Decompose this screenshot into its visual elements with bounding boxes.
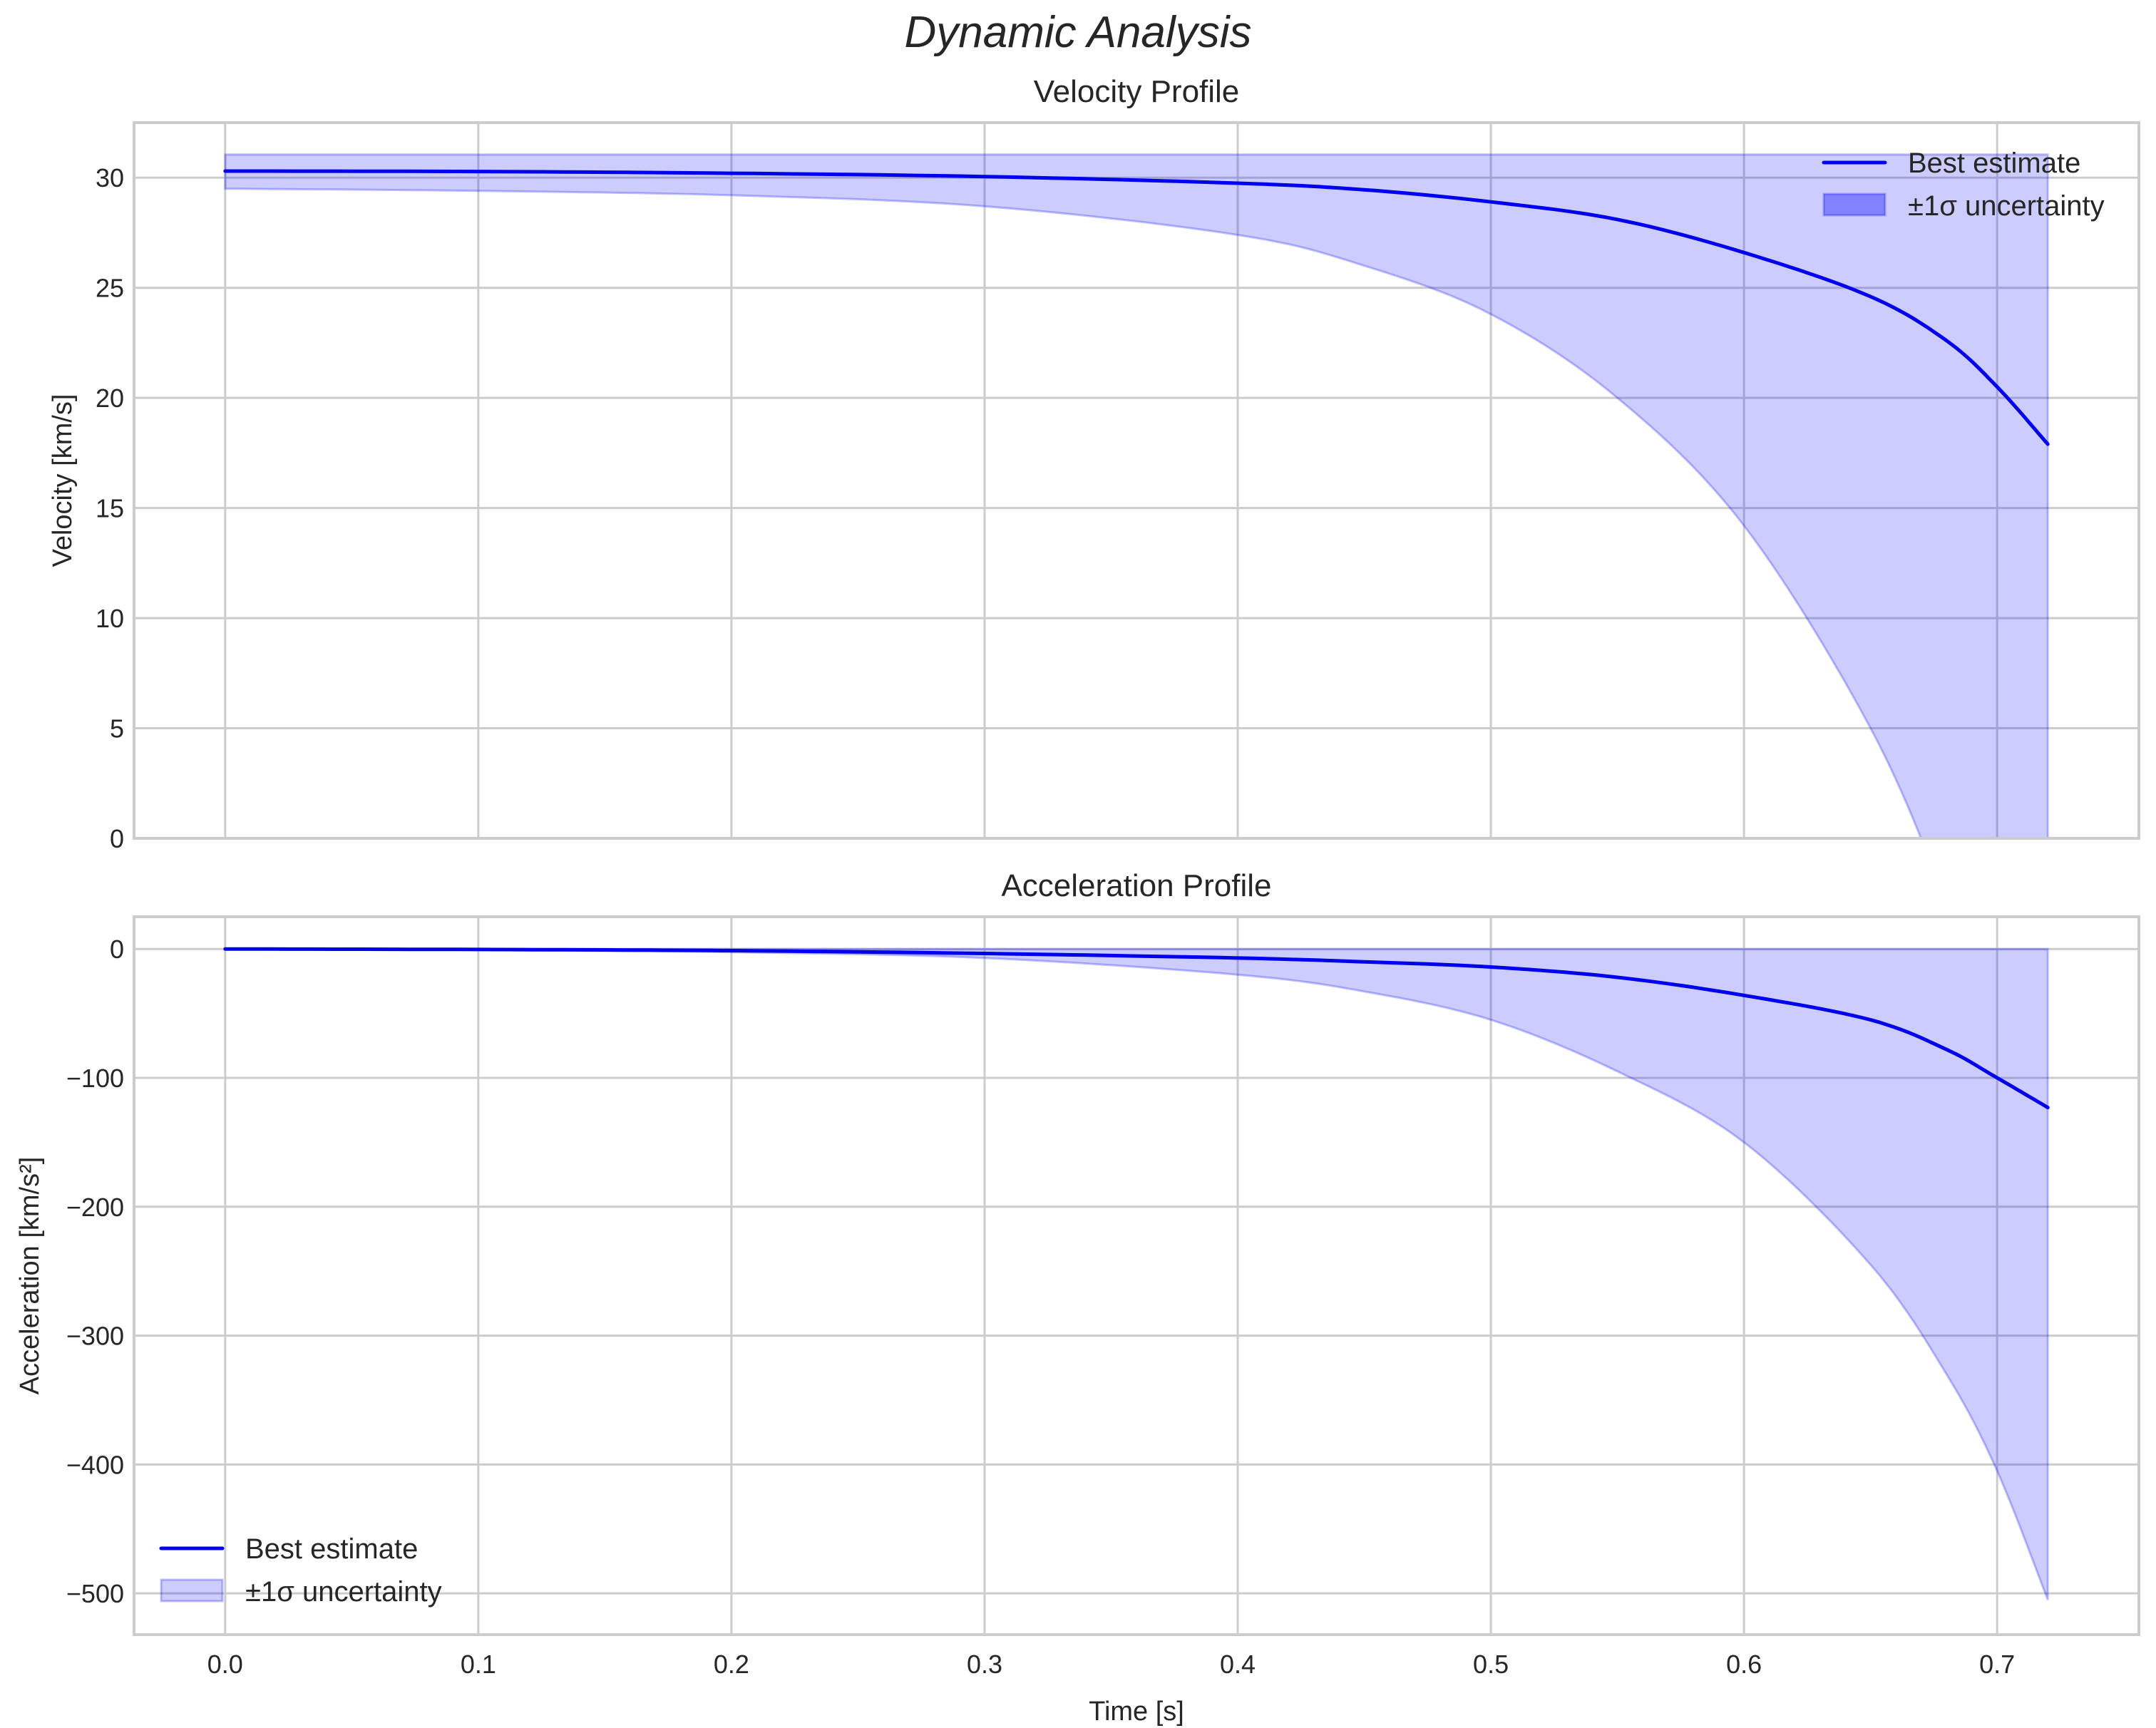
acceleration-panel-title: Acceleration Profile: [1001, 868, 1272, 903]
acceleration-uncertainty-band: [225, 947, 2049, 1600]
y-tick-label: 20: [96, 384, 124, 413]
velocity-uncertainty-band: [224, 153, 2049, 838]
x-tick-label: 0.0: [207, 1650, 243, 1679]
acceleration-y-axis-label: Acceleration [km/s²]: [15, 1157, 45, 1395]
legend-patch-icon: [1822, 192, 1886, 217]
y-tick-label: −400: [66, 1450, 124, 1479]
x-tick-label: 0.2: [714, 1650, 749, 1679]
velocity-y-axis-label: Velocity [km/s]: [48, 394, 78, 567]
velocity-frame: [133, 121, 2140, 840]
y-tick-label: 25: [96, 274, 124, 303]
legend-label-uncertainty: ±1σ uncertainty: [1908, 190, 2105, 222]
acceleration-axes: 0 −100 −200 −300 −400 −500 0.0 0.1 0.2 0.3 0.4 0.5 0…: [15, 915, 2140, 1727]
x-tick-label: 0.7: [1979, 1650, 2015, 1679]
acceleration-best-estimate-line: [223, 947, 2050, 1110]
y-tick-label: 0: [110, 824, 124, 853]
x-tick-label: 0.6: [1726, 1650, 1762, 1679]
y-tick-label: 0: [110, 935, 124, 964]
y-tick-label: 30: [96, 163, 124, 192]
x-axis-label: Time [s]: [1089, 1697, 1184, 1727]
legend-label-best-estimate: Best estimate: [1908, 148, 2080, 179]
acceleration-frame: [133, 915, 2140, 1636]
velocity-best-estimate-line: [223, 169, 2050, 446]
y-tick-label: −500: [66, 1579, 124, 1608]
y-tick-label: 5: [110, 714, 124, 744]
x-tick-label: 0.3: [967, 1650, 1002, 1679]
y-tick-label: −100: [66, 1064, 124, 1093]
x-tick-label: 0.4: [1220, 1650, 1256, 1679]
y-tick-label: 15: [96, 494, 124, 523]
y-tick-label: −300: [66, 1322, 124, 1351]
y-tick-label: −200: [66, 1193, 124, 1222]
figure-suptitle: Dynamic Analysis: [904, 8, 1252, 57]
velocity-panel-title: Velocity Profile: [1033, 74, 1240, 109]
velocity-axes: 0 5 10 15 20 25 30 Velocity [km/s] Best estimate…: [48, 121, 2140, 853]
x-tick-label: 0.1: [461, 1650, 496, 1679]
y-tick-label: 10: [96, 604, 124, 633]
velocity-legend: Best estimate ±1σ uncertainty: [1822, 148, 2105, 222]
x-tick-label: 0.5: [1473, 1650, 1509, 1679]
legend-label-uncertainty: ±1σ uncertainty: [245, 1576, 442, 1608]
legend-patch-icon: [160, 1578, 224, 1603]
legend-label-best-estimate: Best estimate: [245, 1533, 418, 1565]
acceleration-legend: Best estimate ±1σ uncertainty: [159, 1533, 442, 1608]
